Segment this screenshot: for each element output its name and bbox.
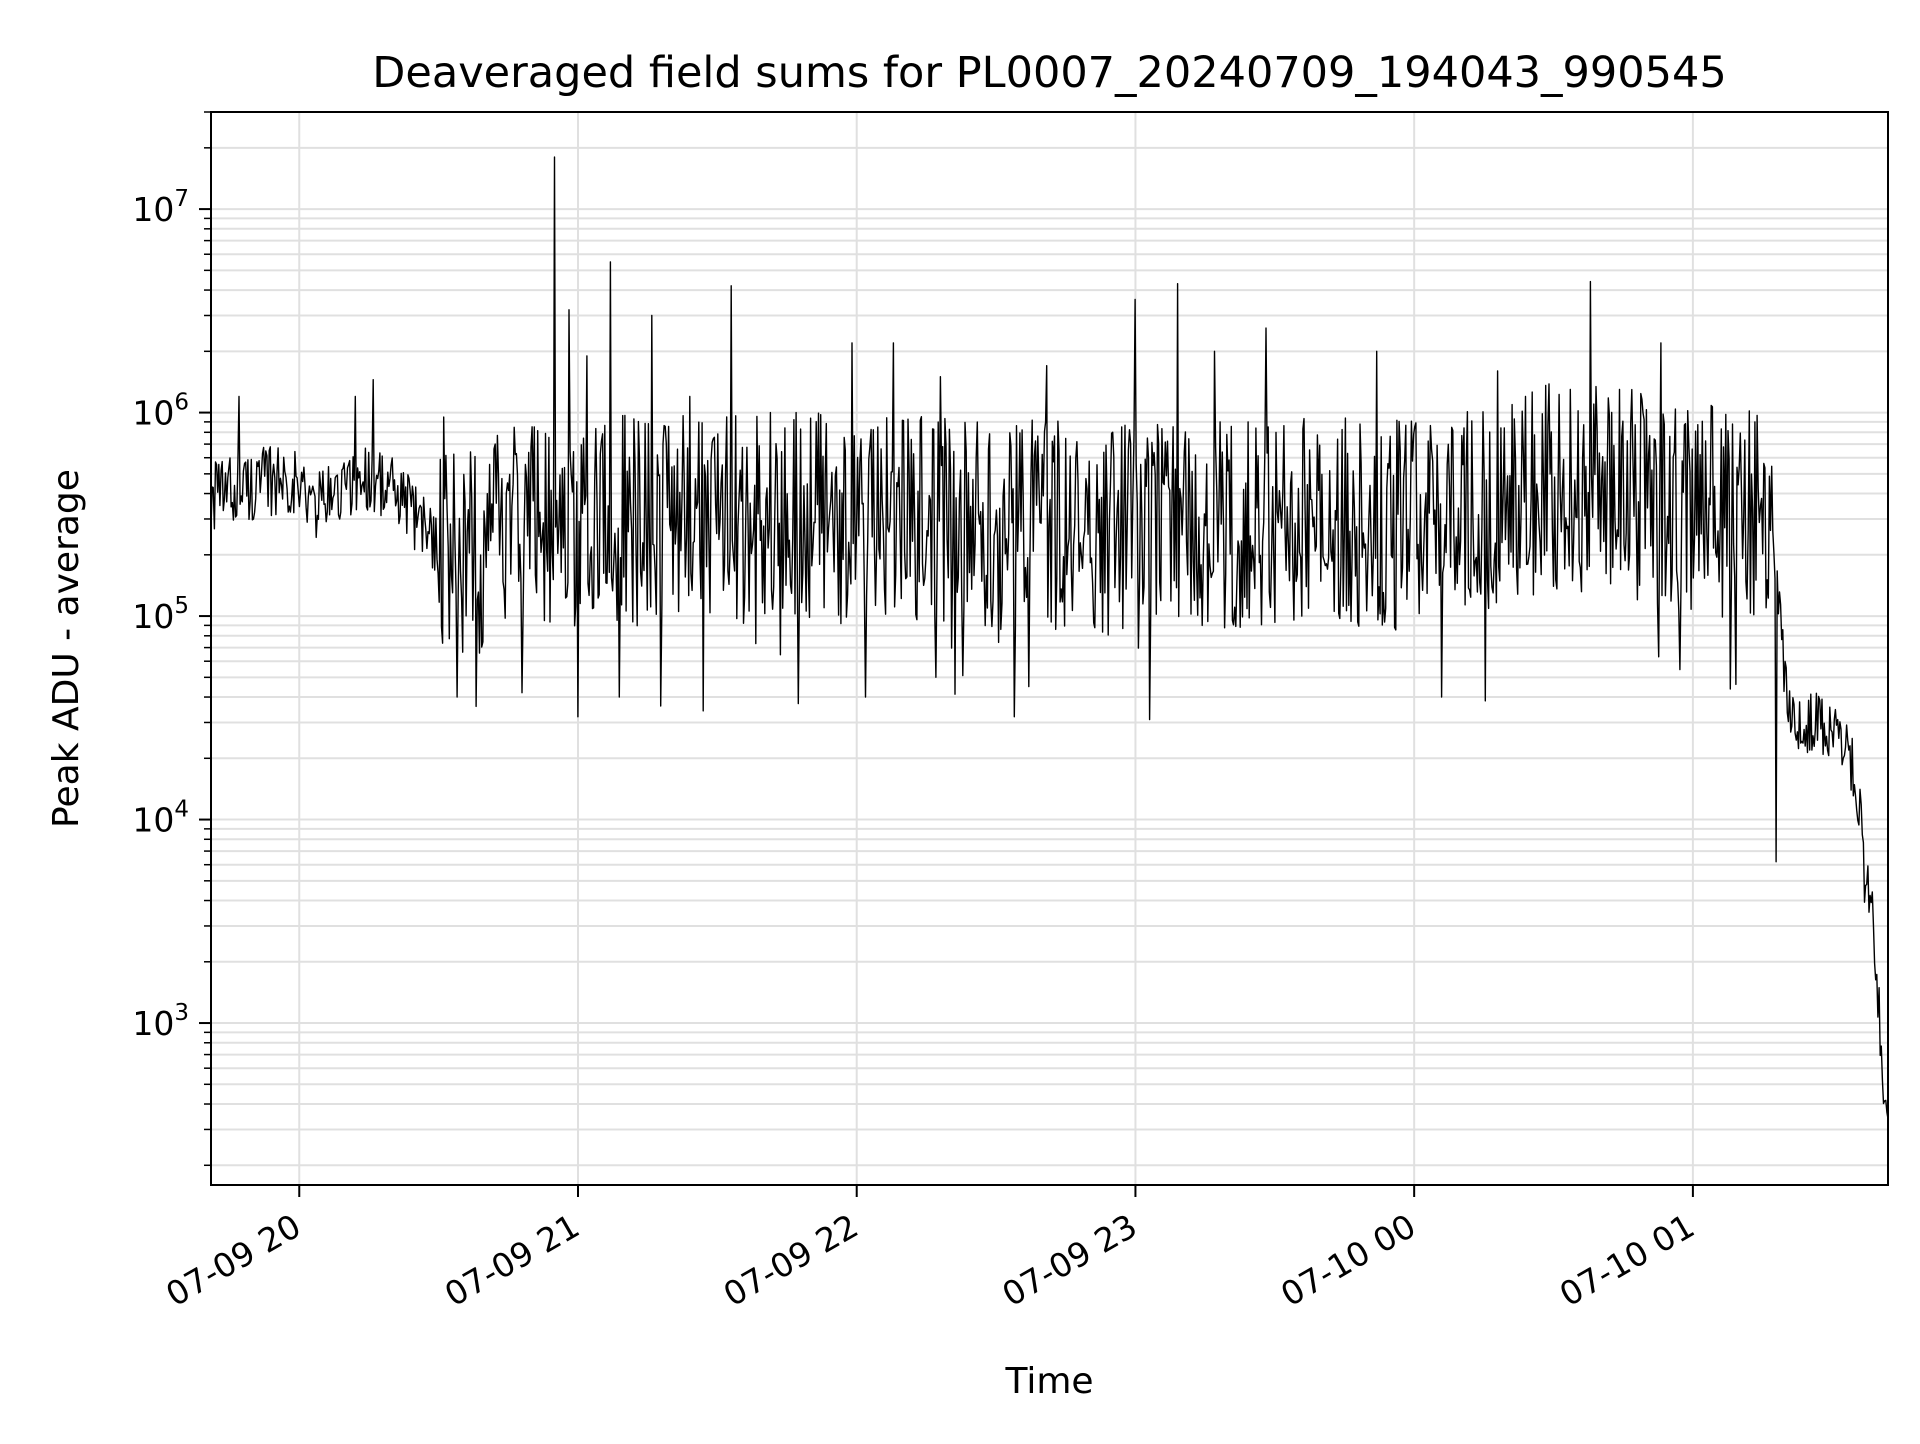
y-axis-label: Peak ADU - average — [46, 469, 87, 828]
y-tick-label: 104 — [132, 797, 189, 840]
y-tick-label: 106 — [132, 390, 189, 433]
y-tick-label: 107 — [132, 186, 189, 229]
y-tick-label: 103 — [132, 1000, 189, 1043]
chart-title: Deaveraged field sums for PL0007_2024070… — [372, 48, 1726, 98]
series-line — [210, 156, 1889, 1119]
plot-frame — [210, 111, 1889, 1186]
x-axis-label: Time — [1004, 1361, 1093, 1402]
y-tick-label: 105 — [132, 593, 189, 636]
plot-layer — [210, 156, 1889, 1119]
